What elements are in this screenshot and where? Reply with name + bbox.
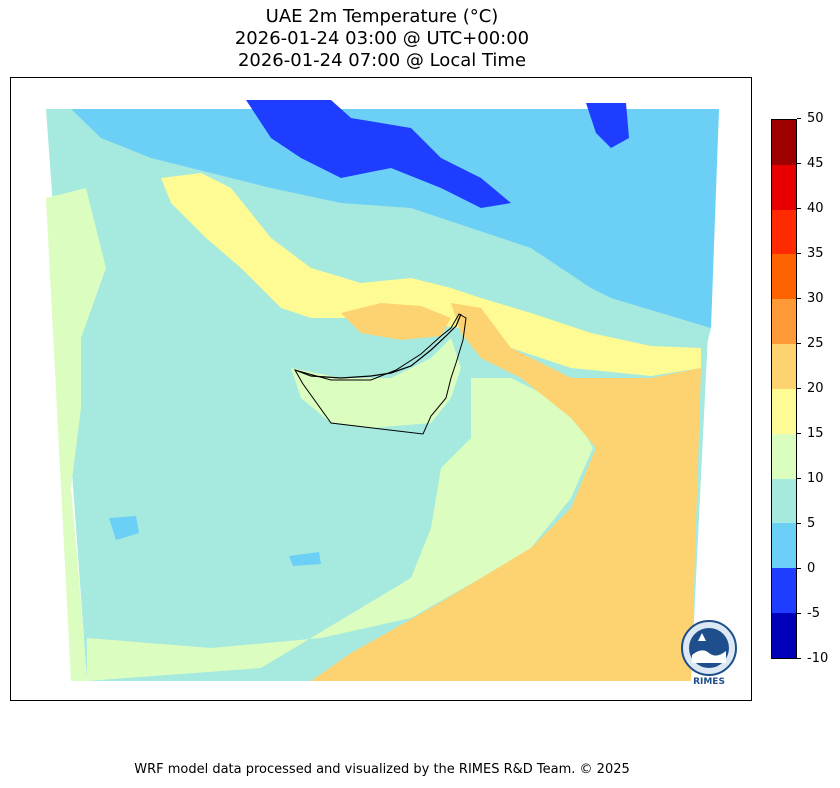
zone-pale-green-west (46, 188, 106, 681)
colorbar-tick-label: 45 (797, 157, 824, 171)
rimes-globe-icon (681, 620, 737, 676)
zone-light-blue-north (71, 109, 719, 328)
title-line-variable: UAE 2m Temperature (°C) (265, 6, 499, 27)
zone-pale-green-uae (291, 338, 461, 428)
colorbar-tick-label: -10 (797, 652, 828, 666)
colorbar-segment (772, 120, 796, 165)
colorbar-segment (772, 254, 796, 300)
colorbar-tick-label: 25 (797, 337, 824, 351)
rimes-logo-text: RIMES (693, 677, 725, 687)
colorbar-segment (772, 164, 796, 210)
title-line-utc-time: 2026-01-24 03:00 @ UTC+00:00 (234, 28, 530, 49)
colorbar-tick-label: 35 (797, 247, 824, 261)
colorbar-tick-label: 30 (797, 292, 824, 306)
colorbar-segment (772, 568, 796, 614)
title-line-local-time: 2026-01-24 07:00 @ Local Time (237, 50, 527, 71)
colorbar-segment (772, 344, 796, 389)
zone-light-orange-sea (311, 303, 701, 681)
zone-light-blue-center-lake (289, 552, 321, 566)
colorbar-tick-label: 10 (797, 472, 824, 486)
colorbar-segment (772, 299, 796, 345)
colorbar-tick-label: 50 (797, 112, 824, 126)
temperature-map (46, 100, 719, 681)
zone-pale-green-south (87, 378, 593, 681)
zone-aqua-gulf (151, 173, 711, 353)
zone-light-orange-coast (341, 303, 451, 340)
temperature-colorbar (771, 119, 797, 659)
colorbar-segment (772, 613, 796, 658)
colorbar-tick-label: 0 (797, 562, 815, 576)
colorbar-tick-label: 40 (797, 202, 824, 216)
rimes-logo: RIMES (678, 619, 740, 689)
map-panel (10, 77, 752, 701)
colorbar-tick-label: 15 (797, 427, 824, 441)
zone-blue-northeast (586, 103, 629, 148)
colorbar-segment (772, 523, 796, 569)
zone-light-blue-west-lake (109, 516, 139, 540)
colorbar-segment (772, 433, 796, 479)
colorbar-tick-labels: 50 45 40 35 30 25 20 15 10 5 0 -5 -10 (797, 112, 837, 666)
map-title: UAE 2m Temperature (°C) 2026-01-24 03:00… (10, 6, 754, 72)
colorbar-tick-label: -5 (797, 607, 820, 621)
colorbar-segment (772, 209, 796, 255)
colorbar-segment (772, 388, 796, 434)
colorbar-tick-label: 5 (797, 517, 815, 531)
zone-pale-yellow-gulf (161, 173, 701, 376)
zone-blue-north (246, 100, 511, 208)
uae-coastline (294, 313, 462, 379)
colorbar-segment (772, 478, 796, 524)
footer-credit: WRF model data processed and visualized … (134, 762, 630, 777)
colorbar-tick-label: 20 (797, 382, 824, 396)
uae-border (293, 313, 467, 435)
